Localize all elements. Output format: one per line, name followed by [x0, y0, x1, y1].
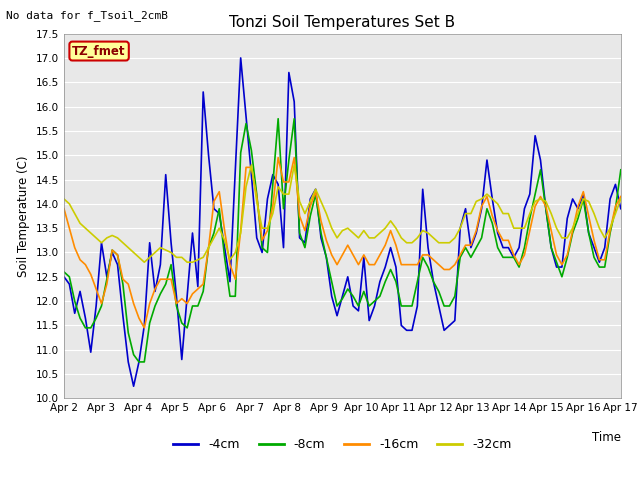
Title: Tonzi Soil Temperatures Set B: Tonzi Soil Temperatures Set B	[229, 15, 456, 30]
Text: Time: Time	[592, 431, 621, 444]
Legend: -4cm, -8cm, -16cm, -32cm: -4cm, -8cm, -16cm, -32cm	[168, 433, 516, 456]
Y-axis label: Soil Temperature (C): Soil Temperature (C)	[17, 155, 30, 277]
Text: No data for f_Tsoil_2cmB: No data for f_Tsoil_2cmB	[6, 10, 168, 21]
Text: TZ_fmet: TZ_fmet	[72, 45, 126, 58]
